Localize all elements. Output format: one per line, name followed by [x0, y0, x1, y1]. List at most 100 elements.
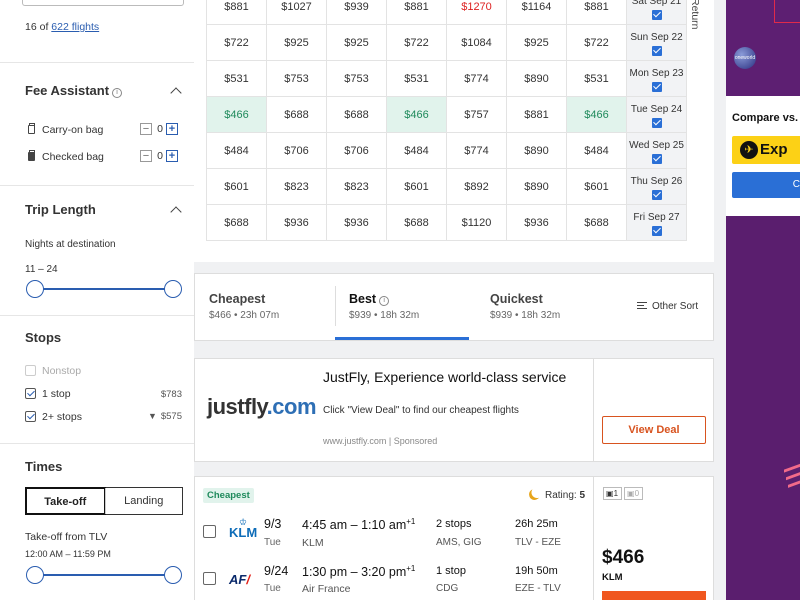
price-cell[interactable]: $881: [386, 0, 447, 25]
tab-landing[interactable]: Landing: [104, 488, 183, 514]
price-cell[interactable]: $466: [386, 96, 447, 133]
price-cell[interactable]: $466: [206, 96, 267, 133]
price-cell[interactable]: $484: [566, 132, 627, 169]
minus-icon[interactable]: −: [140, 150, 152, 162]
return-date-cell[interactable]: Sun Sep 22: [626, 24, 687, 61]
tab-cheapest[interactable]: Cheapest $466 • 23h 07m: [209, 292, 279, 321]
checkbox-checked-icon[interactable]: [651, 225, 662, 236]
checkbox-checked-icon[interactable]: [651, 9, 662, 20]
price-cell[interactable]: $1084: [446, 24, 507, 61]
tab-best[interactable]: Best i $939 • 18h 32m: [349, 292, 419, 321]
takeoff-min-handle[interactable]: [26, 566, 44, 584]
nights-max-handle[interactable]: [164, 280, 182, 298]
price-cell[interactable]: $484: [386, 132, 447, 169]
price-cell[interactable]: $601: [386, 168, 447, 205]
price-cell[interactable]: $484: [206, 132, 267, 169]
price-cell[interactable]: $753: [266, 60, 327, 97]
checkbox-checked-icon[interactable]: [651, 189, 662, 200]
trip-length-title[interactable]: Trip Length: [25, 202, 96, 217]
price-cell[interactable]: $601: [206, 168, 267, 205]
fee-assistant-title[interactable]: Fee Assistant i: [25, 83, 123, 98]
return-date-cell[interactable]: Thu Sep 26: [626, 168, 687, 205]
one-stop-checkbox[interactable]: [25, 388, 36, 399]
nights-slider-track[interactable]: [35, 288, 173, 290]
view-deal-button[interactable]: View Deal: [602, 416, 706, 444]
tab-take-off[interactable]: Take-off: [25, 487, 106, 515]
compare-ad[interactable]: Compare vs. ✈ Exp C: [726, 96, 800, 216]
price-cell[interactable]: $823: [266, 168, 327, 205]
search-box-edge[interactable]: [22, 0, 184, 6]
two-plus-stops-checkbox[interactable]: [25, 411, 36, 422]
price-cell[interactable]: $774: [446, 60, 507, 97]
price-cell[interactable]: $1164: [506, 0, 567, 25]
checkbox-checked-icon[interactable]: [651, 81, 662, 92]
info-icon[interactable]: i: [379, 296, 390, 306]
price-cell[interactable]: $890: [506, 132, 567, 169]
price-cell[interactable]: $688: [326, 96, 387, 133]
price-cell[interactable]: $936: [326, 204, 387, 241]
return-date-cell[interactable]: Sat Sep 21: [626, 0, 687, 25]
price-cell[interactable]: $531: [566, 60, 627, 97]
compare-button[interactable]: C: [732, 172, 800, 198]
price-cell[interactable]: $706: [326, 132, 387, 169]
expedia-bar[interactable]: ✈ Exp: [732, 136, 800, 164]
minus-icon[interactable]: −: [140, 123, 152, 135]
price-cell[interactable]: $722: [566, 24, 627, 61]
chevron-up-icon[interactable]: [170, 87, 182, 99]
flight-result-card[interactable]: Cheapest Rating: 5 ▣1 ▣0 ♔ KLM 9/3 Tue 4:…: [194, 476, 714, 600]
price-cell[interactable]: $939: [326, 0, 387, 25]
price-cell[interactable]: $466: [566, 96, 627, 133]
justfly-logo[interactable]: justfly.com: [207, 394, 317, 420]
price-cell[interactable]: $601: [566, 168, 627, 205]
purple-ad-banner[interactable]: [726, 216, 800, 600]
price-cell[interactable]: $531: [206, 60, 267, 97]
price-cell[interactable]: $757: [446, 96, 507, 133]
other-sort-button[interactable]: Other Sort: [637, 301, 698, 312]
nights-min-handle[interactable]: [26, 280, 44, 298]
oneworld-ad[interactable]: oneworld: [726, 0, 800, 96]
price-cell[interactable]: $892: [446, 168, 507, 205]
return-date-cell[interactable]: Fri Sep 27: [626, 204, 687, 241]
price-cell[interactable]: $925: [506, 24, 567, 61]
return-date-cell[interactable]: Tue Sep 24: [626, 96, 687, 133]
chevron-up-icon[interactable]: [170, 206, 182, 218]
price-cell[interactable]: $936: [266, 204, 327, 241]
price-cell[interactable]: $881: [206, 0, 267, 25]
price-cell[interactable]: $722: [386, 24, 447, 61]
nonstop-checkbox[interactable]: [25, 365, 36, 376]
price-cell[interactable]: $925: [266, 24, 327, 61]
checkbox-checked-icon[interactable]: [651, 153, 662, 164]
price-cell[interactable]: $890: [506, 60, 567, 97]
takeoff-max-handle[interactable]: [164, 566, 182, 584]
price-cell[interactable]: $688: [266, 96, 327, 133]
price-cell[interactable]: $1027: [266, 0, 327, 25]
price-cell[interactable]: $531: [386, 60, 447, 97]
plus-icon[interactable]: +: [166, 123, 178, 135]
price-cell[interactable]: $722: [206, 24, 267, 61]
checkbox-checked-icon[interactable]: [651, 117, 662, 128]
price-cell[interactable]: $753: [326, 60, 387, 97]
price-cell[interactable]: $823: [326, 168, 387, 205]
price-cell[interactable]: $936: [506, 204, 567, 241]
price-cell[interactable]: $774: [446, 132, 507, 169]
price-cell[interactable]: $925: [326, 24, 387, 61]
info-icon[interactable]: i: [112, 88, 123, 98]
price-cell[interactable]: $1270: [446, 0, 507, 25]
ad-title[interactable]: JustFly, Experience world-class service: [323, 369, 567, 385]
price-cell[interactable]: $688: [206, 204, 267, 241]
plus-icon[interactable]: +: [166, 150, 178, 162]
price-cell[interactable]: $881: [566, 0, 627, 25]
leg-checkbox[interactable]: [203, 525, 216, 538]
takeoff-slider-track[interactable]: [35, 574, 173, 576]
leg-checkbox[interactable]: [203, 572, 216, 585]
return-date-cell[interactable]: Mon Sep 23: [626, 60, 687, 97]
view-deal-bar[interactable]: [602, 591, 706, 600]
price-cell[interactable]: $1120: [446, 204, 507, 241]
price-cell[interactable]: $881: [506, 96, 567, 133]
checkbox-checked-icon[interactable]: [651, 45, 662, 56]
price-cell[interactable]: $706: [266, 132, 327, 169]
total-flights-link[interactable]: 622 flights: [51, 21, 100, 33]
price-cell[interactable]: $688: [566, 204, 627, 241]
price-cell[interactable]: $890: [506, 168, 567, 205]
return-date-cell[interactable]: Wed Sep 25: [626, 132, 687, 169]
